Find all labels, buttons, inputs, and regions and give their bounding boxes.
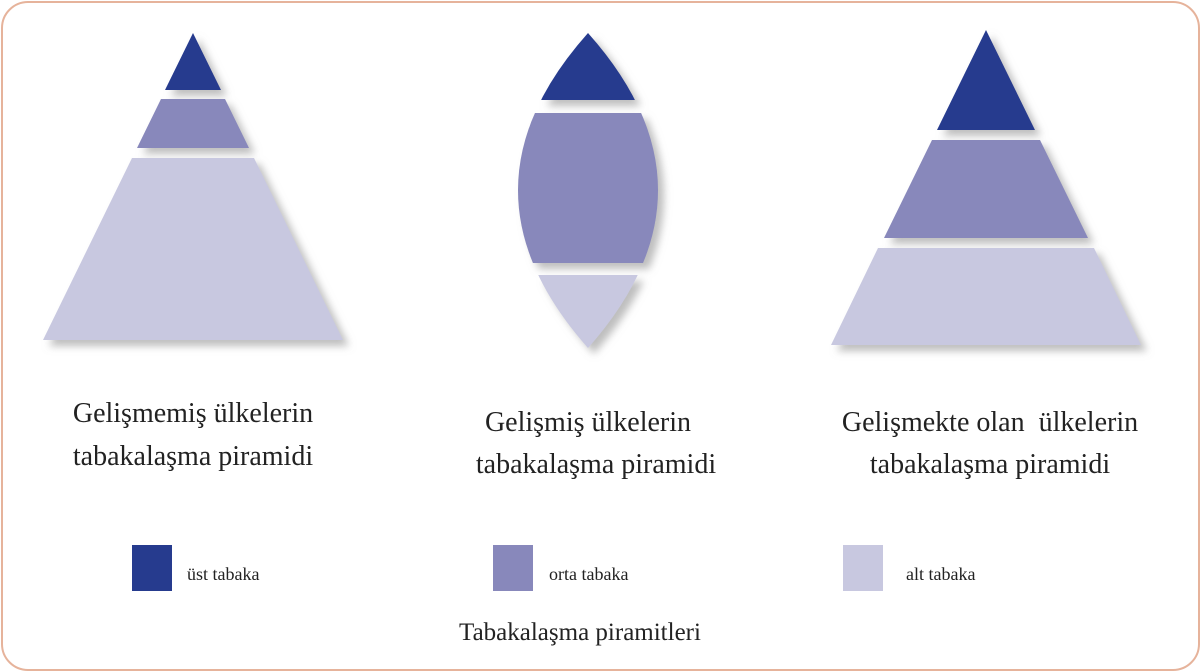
bottom-layer [43,158,343,340]
legend-swatch [843,545,883,591]
middle-layer [518,113,658,263]
label-line: tabakalaşma piramidi [476,449,716,480]
middle-layer [137,99,249,148]
middle-layer [884,140,1088,238]
label-line: tabakalaşma piramidi [870,449,1110,480]
legend-label: orta tabaka [549,564,628,584]
label-line: Gelişmemiş ülkelerin [73,398,313,429]
caption: Tabakalaşma piramitleri [459,619,701,646]
label-line: Gelişmiş ülkelerin [485,407,691,438]
label-line: tabakalaşma piramidi [73,441,313,472]
top-layer [165,33,221,90]
legend-swatch [493,545,533,591]
label-line: Gelişmekte olan ülkelerin [842,407,1138,438]
pyramid-developing [831,30,1141,345]
pyramid-underdeveloped [43,33,343,340]
legend-swatch [132,545,172,591]
legend-label: alt tabaka [906,564,975,584]
bottom-layer [831,248,1141,345]
top-layer [937,30,1035,130]
legend-label: üst tabaka [187,564,259,584]
